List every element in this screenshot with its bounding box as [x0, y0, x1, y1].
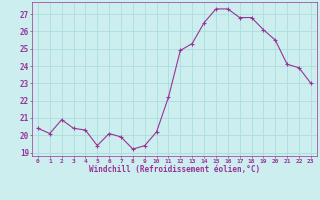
X-axis label: Windchill (Refroidissement éolien,°C): Windchill (Refroidissement éolien,°C)	[89, 165, 260, 174]
